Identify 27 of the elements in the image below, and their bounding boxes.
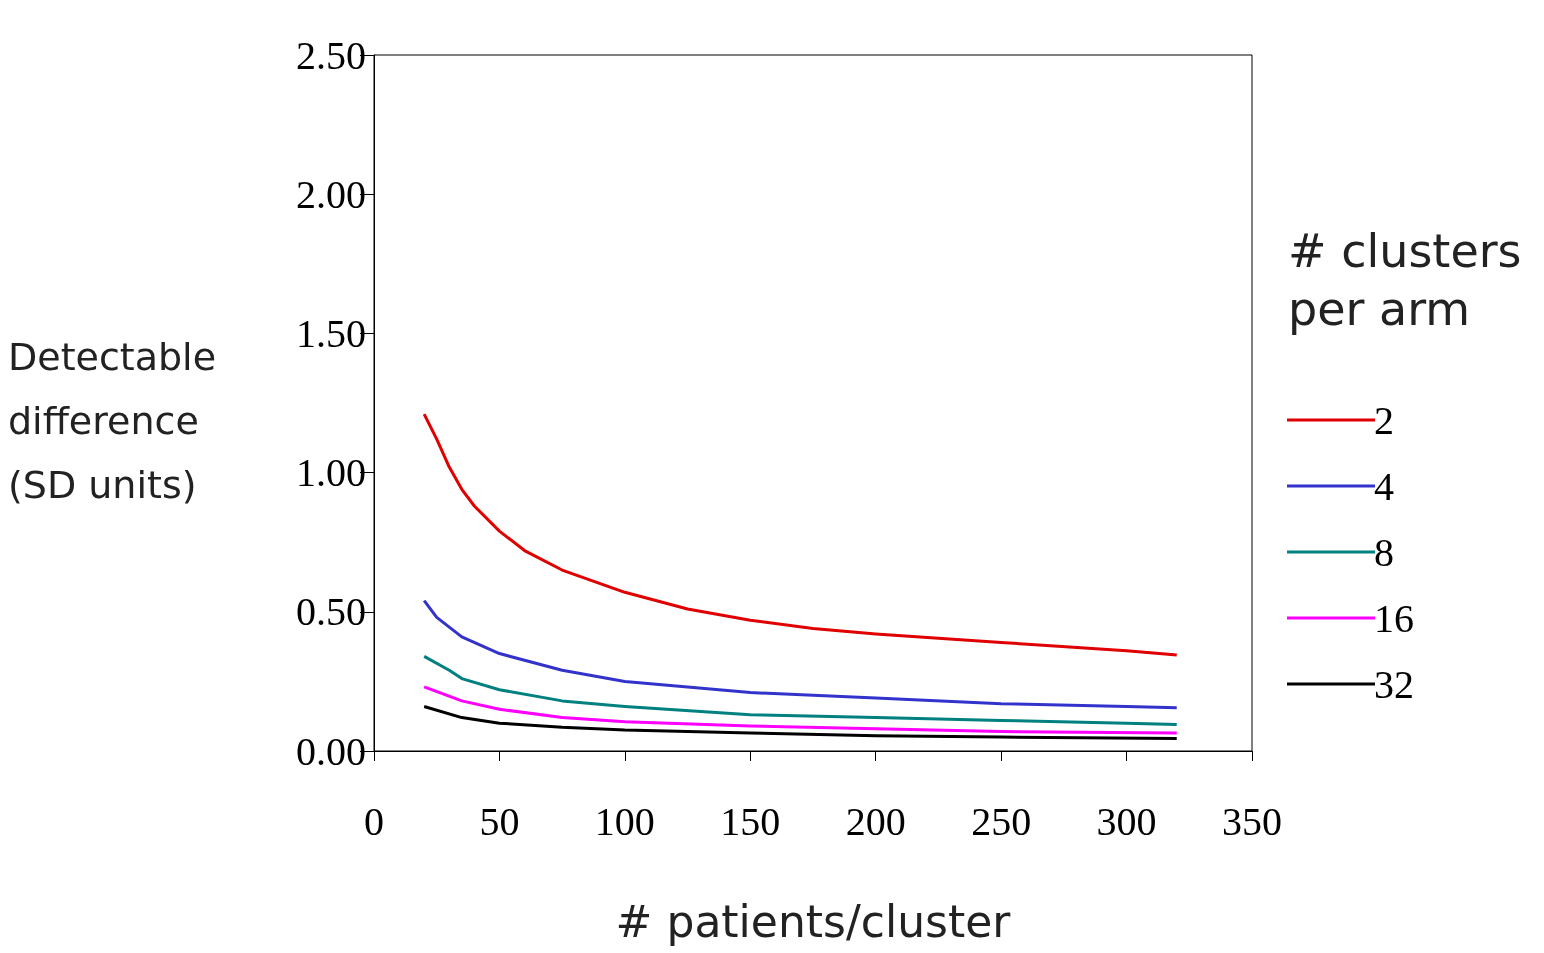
x-tick-label: 100 bbox=[594, 798, 655, 844]
y-tick-label: 0.50 bbox=[296, 589, 366, 635]
y-axis-title: Detectable difference (SD units) bbox=[8, 335, 229, 507]
x-tick-label: 250 bbox=[971, 798, 1032, 844]
line-series bbox=[422, 412, 1179, 657]
x-tick-label: 300 bbox=[1096, 798, 1157, 844]
legend-label: 16 bbox=[1374, 595, 1414, 641]
y-tick-label: 2.50 bbox=[296, 32, 366, 78]
legend-label: 4 bbox=[1374, 463, 1394, 509]
line-series bbox=[422, 654, 1179, 727]
legend-label: 8 bbox=[1374, 529, 1394, 575]
line-series bbox=[422, 685, 1179, 735]
line-series bbox=[422, 599, 1179, 710]
x-tick-label: 0 bbox=[364, 798, 384, 844]
x-tick-label: 200 bbox=[845, 798, 906, 844]
y-tick-label: 1.00 bbox=[296, 450, 366, 496]
legend-label: 2 bbox=[1374, 397, 1394, 443]
y-tick-label: 0.00 bbox=[296, 728, 366, 774]
x-tick-label: 50 bbox=[479, 798, 520, 844]
y-tick-label: 1.50 bbox=[296, 310, 366, 356]
x-tick-label: 150 bbox=[720, 798, 781, 844]
x-axis-title: # patients/cluster bbox=[615, 895, 1012, 947]
y-tick-label: 2.00 bbox=[296, 171, 366, 217]
legend-label: 32 bbox=[1374, 661, 1414, 707]
line-series bbox=[422, 704, 1179, 740]
x-tick-label: 350 bbox=[1222, 798, 1282, 844]
legend-title: # clusters per arm bbox=[1288, 224, 1537, 336]
